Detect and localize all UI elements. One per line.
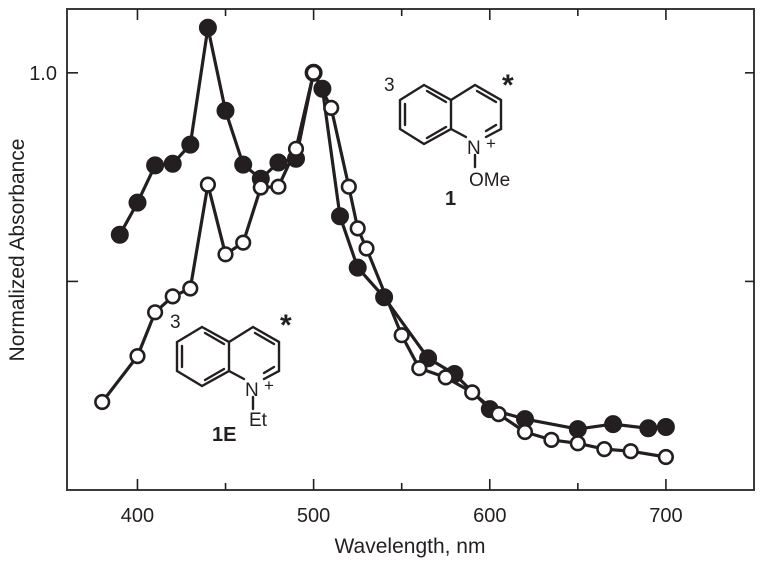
open-circle-marker: [393, 327, 410, 344]
open-circle-marker: [164, 288, 181, 305]
open-circle-marker: [464, 384, 481, 401]
molecule-1-substituent: OMe: [469, 170, 510, 191]
open-circle-marker: [340, 178, 357, 195]
x-tick-label: 700: [649, 505, 682, 527]
data-series: [94, 18, 675, 466]
axis-ticks: [67, 9, 754, 490]
filled-circle-marker: [331, 207, 349, 226]
filled-circle-marker: [198, 18, 217, 37]
molecule-1E-substituent: Et: [249, 410, 268, 431]
open-circle-marker: [437, 369, 454, 386]
molecule-1-structure: 3 * N + OMe 1: [384, 69, 514, 210]
filled-circle-marker: [146, 156, 165, 175]
open-circle-marker: [516, 423, 534, 441]
open-circle-marker: [323, 99, 340, 116]
molecule-1E-charge: +: [264, 376, 274, 395]
filled-circle-marker: [163, 154, 182, 173]
open-circle-marker: [199, 176, 216, 193]
molecule-1-charge: +: [486, 134, 496, 153]
y-tick-label: 1.0: [29, 63, 57, 85]
filled-circle-marker: [181, 135, 200, 154]
filled-circle-marker: [234, 155, 253, 174]
open-circle-marker: [94, 393, 111, 411]
molecule-1E-nitrogen: N: [245, 380, 259, 401]
filled-circle-marker: [604, 415, 623, 434]
plot-frame: [66, 8, 755, 491]
x-tick-label: 600: [473, 505, 506, 527]
filled-circle-marker: [656, 418, 675, 436]
molecule-1-label: 1: [445, 188, 456, 210]
filled-circle-marker: [269, 153, 288, 172]
x-axis-title: Wavelength, nm: [335, 535, 486, 558]
filled-circle-marker: [128, 193, 147, 212]
series-1E: [94, 64, 675, 466]
molecule-1E-star: *: [280, 309, 292, 342]
open-circle-marker: [596, 441, 613, 458]
molecule-1E-structure: 3 * N + Et 1E: [170, 309, 292, 446]
open-circle-marker: [349, 220, 366, 237]
molecule-1-position-label: 3: [384, 75, 395, 96]
open-circle-marker: [147, 304, 164, 321]
open-circle-marker: [622, 443, 639, 460]
open-circle-marker: [217, 246, 234, 263]
filled-circle-marker: [639, 419, 658, 438]
open-circle-marker: [270, 178, 287, 195]
open-circle-marker: [358, 240, 375, 257]
filled-circle-marker: [348, 258, 367, 277]
molecule-1E-label: 1E: [212, 424, 236, 446]
filled-circle-marker: [110, 225, 129, 244]
open-circle-marker: [129, 348, 146, 365]
axis-tick-labels: 400 500 600 700 1.0: [29, 63, 682, 527]
molecule-1E-position-label: 3: [170, 312, 181, 333]
open-circle-marker: [305, 64, 322, 81]
open-circle-marker: [252, 179, 269, 196]
molecule-1-nitrogen: N: [467, 138, 481, 159]
series-line: [100, 71, 667, 459]
filled-circle-marker: [568, 420, 587, 439]
molecule-1-star: *: [502, 69, 514, 102]
filled-circle-marker: [216, 101, 235, 120]
open-circle-marker: [569, 435, 586, 452]
open-circle-marker: [657, 448, 675, 466]
x-tick-label: 500: [297, 505, 330, 527]
open-circle-marker: [543, 431, 560, 449]
open-circle-marker: [235, 234, 252, 251]
open-circle-marker: [411, 360, 428, 377]
molecule-1E-bonds: [175, 325, 281, 411]
open-circle-marker: [287, 140, 305, 157]
open-circle-marker: [182, 280, 199, 297]
open-circle-marker: [490, 406, 507, 423]
molecule-1-bonds: [398, 83, 503, 169]
x-tick-label: 400: [121, 505, 154, 527]
y-axis-title: Normalized Absorbance: [6, 139, 29, 362]
